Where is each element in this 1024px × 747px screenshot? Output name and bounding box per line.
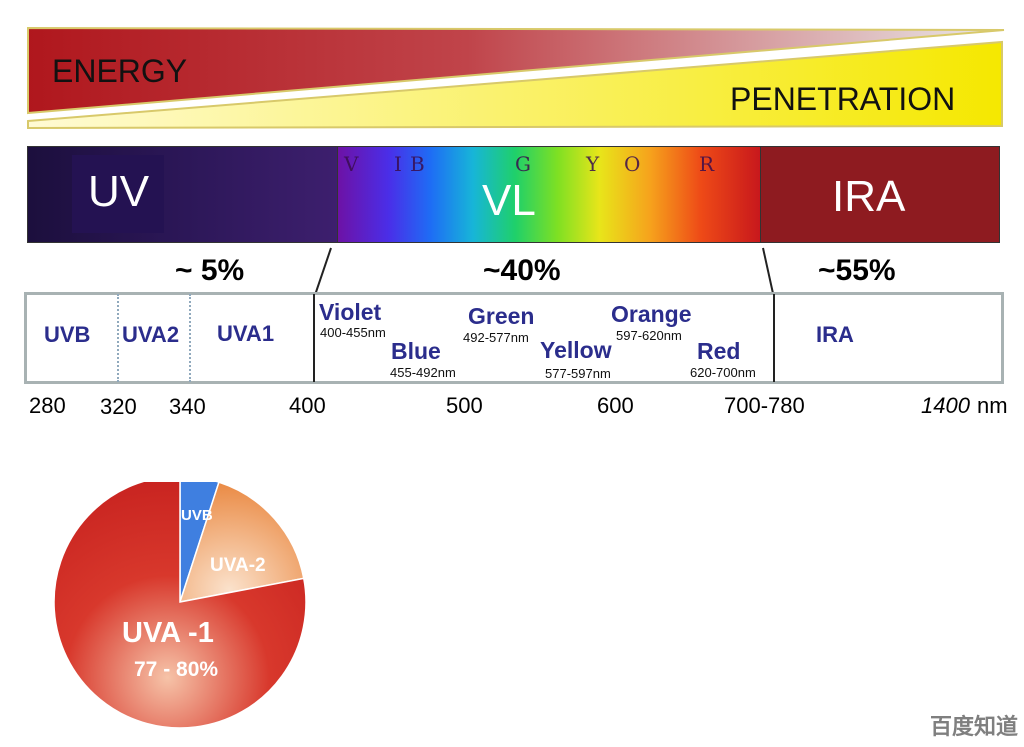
blue-label: Blue (391, 338, 441, 364)
blue-range: 455-492nm (390, 365, 456, 380)
violet-label: Violet (319, 299, 382, 325)
tick-unit-nm: nm (977, 393, 1008, 418)
uv-label-box (72, 155, 164, 233)
watermark: 百度知道 (929, 715, 1018, 740)
red-label: Red (697, 338, 741, 364)
uv-composition-pie: UVB UVA-2 UVA -1 77 - 80% (53, 482, 307, 729)
vl-letter-g: G (515, 152, 531, 176)
separator-uv-vl (313, 294, 315, 382)
pie-label-uva1-percent: 77 - 80% (134, 658, 218, 681)
energy-wedge (27, 26, 1005, 115)
separator-vl-ira (773, 294, 775, 382)
vl-percentage: ~40% (483, 254, 561, 287)
orange-label: Orange (611, 301, 692, 327)
separator-uva2-uva1 (189, 294, 191, 382)
tick-340: 340 (169, 394, 206, 419)
energy-label: ENERGY (52, 53, 187, 89)
uvb-label: UVB (44, 322, 91, 347)
pie-label-uva1: UVA -1 (122, 617, 214, 649)
vl-letter-y: Y (586, 152, 600, 176)
vl-letter-r: R (699, 152, 715, 176)
tick-600: 600 (597, 393, 634, 418)
green-range: 492-577nm (463, 330, 529, 345)
wavelength-range-table (24, 292, 1004, 384)
tick-320: 320 (100, 394, 137, 419)
ira-percentage: ~55% (818, 254, 896, 287)
separator-uvb-uva2 (117, 294, 119, 382)
orange-range: 597-620nm (616, 328, 682, 343)
uv-band-label: UV (88, 167, 150, 216)
violet-range: 400-455nm (320, 325, 386, 340)
tick-1400: 1400 (921, 393, 970, 418)
vl-letter-i: I (394, 152, 402, 176)
penetration-label: PENETRATION (730, 81, 955, 117)
vl-letter-o: O (624, 152, 641, 176)
ira-range-label: IRA (816, 322, 854, 347)
vl-letter-v: V (344, 152, 359, 176)
pie-label-uvb: UVB (181, 507, 213, 524)
tick-500: 500 (446, 393, 483, 418)
yellow-range: 577-597nm (545, 366, 611, 381)
ira-band (760, 146, 1000, 243)
bracket-lines (313, 247, 775, 299)
energy-penetration-wedges: ENERGY PENETRATION (27, 26, 1005, 130)
yellow-label: Yellow (540, 337, 612, 363)
vl-letter-b: B (410, 152, 425, 176)
tick-400: 400 (289, 393, 326, 418)
penetration-wedge (27, 40, 1003, 130)
tick-280: 280 (29, 393, 66, 418)
green-label: Green (468, 303, 535, 329)
pie-slice-uva1 (53, 482, 307, 729)
pie-label-uva2: UVA-2 (210, 555, 266, 576)
uva1-label: UVA1 (217, 321, 275, 346)
vl-band-label: VL (482, 176, 536, 225)
ira-band-label: IRA (832, 172, 906, 221)
uva2-label: UVA2 (122, 322, 180, 347)
pie-slice-uva2 (178, 482, 305, 603)
uv-percentage: ~ 5% (175, 254, 245, 287)
tick-700-780: 700-780 (724, 393, 805, 418)
red-range: 620-700nm (690, 365, 756, 380)
